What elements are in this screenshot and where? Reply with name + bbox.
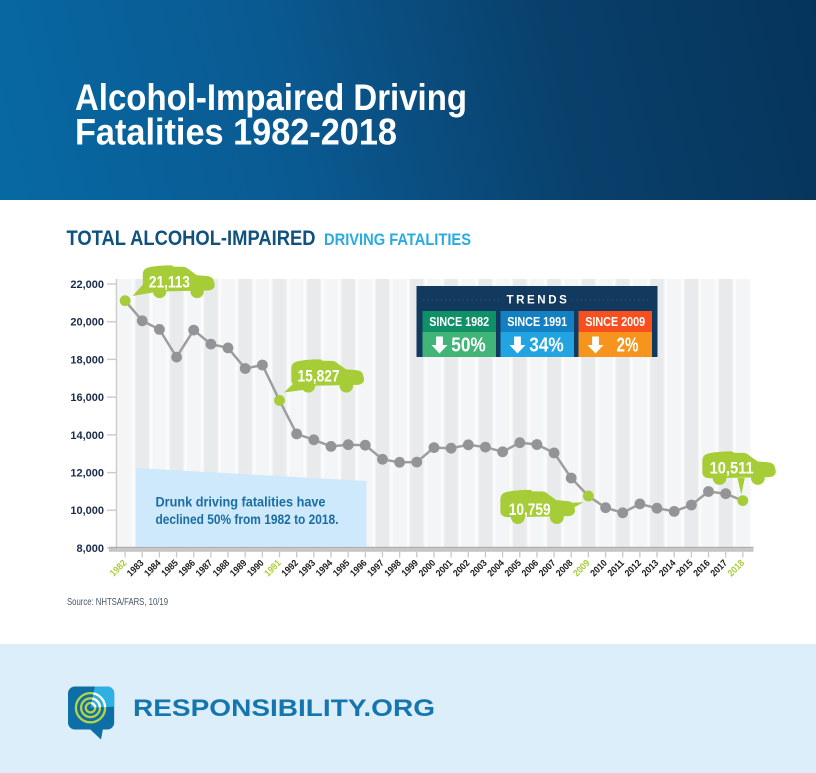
svg-text:1985: 1985 — [159, 557, 181, 579]
svg-text:SINCE 2009: SINCE 2009 — [585, 315, 645, 329]
svg-text:1991: 1991 — [262, 557, 284, 579]
svg-text:2000: 2000 — [417, 558, 438, 579]
svg-text:10,759: 10,759 — [509, 501, 551, 519]
svg-text:2013: 2013 — [640, 558, 661, 579]
svg-text:1982: 1982 — [108, 558, 129, 579]
svg-text:12,000: 12,000 — [70, 468, 104, 480]
svg-text:1998: 1998 — [383, 558, 404, 579]
svg-text:20,000: 20,000 — [70, 317, 104, 329]
svg-text:2%: 2% — [617, 335, 639, 357]
svg-text:SINCE 1982: SINCE 1982 — [429, 315, 489, 329]
svg-text:1988: 1988 — [211, 558, 232, 579]
svg-text:22,000: 22,000 — [70, 279, 104, 291]
svg-text:Source: NHTSA/FARS, 10/19: Source: NHTSA/FARS, 10/19 — [67, 597, 168, 608]
svg-text:2010: 2010 — [588, 558, 609, 579]
svg-text:1989: 1989 — [228, 558, 249, 579]
svg-text:Drunk driving fatalities have: Drunk driving fatalities have — [156, 494, 326, 510]
svg-text:2006: 2006 — [520, 558, 541, 579]
svg-text:SINCE 1991: SINCE 1991 — [507, 315, 567, 329]
svg-text:declined 50% from 1982 to 2018: declined 50% from 1982 to 2018. — [156, 511, 339, 527]
svg-text:2005: 2005 — [503, 557, 525, 579]
svg-text:16,000: 16,000 — [70, 392, 104, 404]
svg-text:1996: 1996 — [348, 558, 369, 579]
svg-text:Alcohol-Impaired Driving: Alcohol-Impaired Driving — [75, 76, 467, 118]
svg-text:1983: 1983 — [125, 558, 146, 579]
svg-text:34%: 34% — [529, 335, 564, 357]
svg-text:1995: 1995 — [331, 557, 353, 579]
svg-text:2012: 2012 — [623, 558, 644, 579]
svg-text:2018: 2018 — [726, 558, 747, 579]
svg-text:Fatalities 1982-2018: Fatalities 1982-2018 — [75, 111, 397, 153]
svg-text:1987: 1987 — [194, 558, 215, 579]
svg-text:21,113: 21,113 — [149, 274, 190, 292]
svg-text:RESPONSIBILITY.ORG: RESPONSIBILITY.ORG — [133, 695, 435, 722]
svg-text:18,000: 18,000 — [70, 354, 104, 366]
svg-text:TOTAL ALCOHOL-IMPAIRED: TOTAL ALCOHOL-IMPAIRED — [67, 226, 316, 250]
svg-text:2014: 2014 — [657, 557, 679, 579]
svg-text:2015: 2015 — [674, 557, 696, 579]
svg-text:10,000: 10,000 — [70, 505, 104, 517]
svg-text:2002: 2002 — [451, 558, 472, 579]
svg-text:2016: 2016 — [691, 558, 712, 579]
svg-text:2017: 2017 — [709, 558, 730, 579]
svg-text:1993: 1993 — [297, 558, 318, 579]
svg-text:14,000: 14,000 — [70, 430, 104, 442]
svg-text:2008: 2008 — [554, 558, 575, 579]
svg-text:50%: 50% — [451, 335, 486, 357]
svg-text:1994: 1994 — [314, 557, 336, 579]
svg-text:10,511: 10,511 — [710, 459, 754, 477]
svg-text:1997: 1997 — [365, 558, 386, 579]
svg-text:1986: 1986 — [177, 558, 198, 579]
svg-text:TRENDS: TRENDS — [507, 295, 570, 307]
svg-text:2011: 2011 — [606, 557, 628, 579]
svg-text:1999: 1999 — [400, 558, 421, 579]
svg-text:15,827: 15,827 — [298, 367, 340, 385]
svg-text:2009: 2009 — [571, 558, 592, 579]
svg-text:DRIVING FATALITIES: DRIVING FATALITIES — [324, 231, 471, 249]
svg-text:2004: 2004 — [486, 557, 508, 579]
svg-text:8,000: 8,000 — [76, 543, 104, 555]
svg-text:1984: 1984 — [142, 557, 164, 579]
svg-text:2001: 2001 — [434, 557, 456, 579]
svg-text:2003: 2003 — [468, 558, 489, 579]
svg-text:1992: 1992 — [280, 558, 301, 579]
svg-text:2007: 2007 — [537, 558, 558, 579]
svg-text:1990: 1990 — [245, 558, 266, 579]
